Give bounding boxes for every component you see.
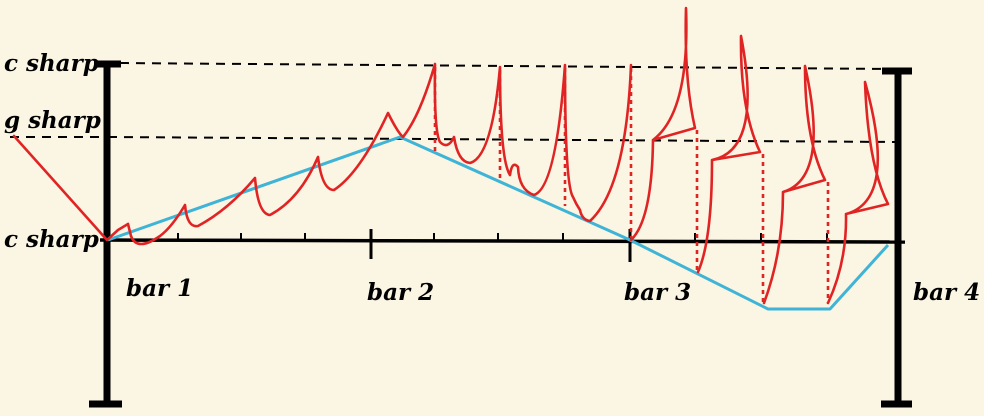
pitch-label-top: c sharp (4, 50, 99, 77)
waveform-vibrato-spikes (629, 6, 890, 305)
g-sharp-guide (107, 136, 896, 143)
bar-label-4: bar 4 (913, 279, 980, 306)
right-staff-bracket (881, 67, 912, 408)
time-axis (99, 229, 906, 262)
bar-label-3: bar 3 (624, 279, 691, 306)
pitch-label-bottom: c sharp (4, 226, 99, 253)
c-sharp-high-guide (119, 62, 896, 70)
melodic-contour-line (107, 135, 890, 311)
waveform-descending-peaks (401, 62, 633, 223)
bar-label-1: bar 1 (126, 275, 193, 302)
bar-label-2: bar 2 (367, 279, 434, 306)
waveform-entry (12, 134, 130, 242)
waveform-rising (126, 111, 405, 246)
pitch-label-middle: g sharp (4, 107, 101, 134)
left-staff-bracket (89, 60, 122, 408)
